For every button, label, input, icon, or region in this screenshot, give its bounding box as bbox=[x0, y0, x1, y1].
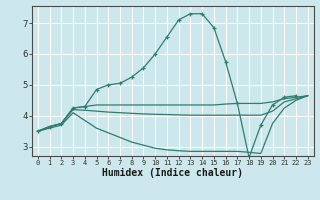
X-axis label: Humidex (Indice chaleur): Humidex (Indice chaleur) bbox=[102, 168, 243, 178]
